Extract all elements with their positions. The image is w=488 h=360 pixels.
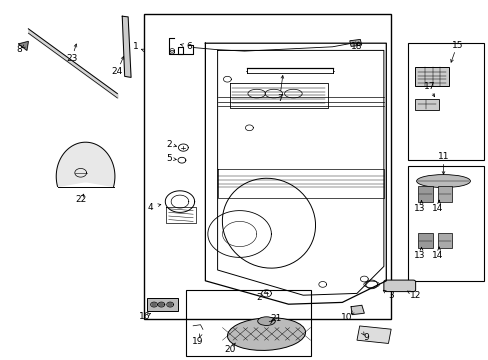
Bar: [146, 298, 178, 311]
Bar: [144, 14, 390, 319]
Circle shape: [152, 303, 156, 306]
Bar: [185, 290, 310, 356]
Bar: [349, 39, 361, 46]
Bar: [437, 233, 451, 248]
Text: 18: 18: [350, 42, 362, 51]
Text: 14: 14: [431, 251, 443, 260]
Text: 3: 3: [387, 292, 393, 300]
Text: 4: 4: [147, 202, 153, 212]
Bar: [417, 186, 432, 202]
FancyBboxPatch shape: [383, 280, 415, 292]
Polygon shape: [56, 142, 115, 186]
Text: 16: 16: [139, 312, 150, 321]
Text: 5: 5: [165, 154, 171, 163]
Text: 17: 17: [423, 82, 434, 91]
Bar: [407, 166, 483, 281]
Circle shape: [168, 303, 172, 306]
Text: 20: 20: [224, 345, 235, 354]
Text: 21: 21: [270, 314, 282, 323]
Bar: [407, 43, 483, 160]
Bar: [414, 67, 448, 86]
Polygon shape: [19, 41, 28, 50]
Bar: [414, 99, 438, 110]
Text: 7: 7: [276, 94, 282, 103]
Text: 19: 19: [192, 338, 203, 346]
Bar: [356, 326, 390, 343]
Bar: [437, 186, 451, 202]
Ellipse shape: [416, 175, 469, 188]
Text: 6: 6: [186, 42, 192, 51]
Text: 2: 2: [165, 140, 171, 149]
Text: 13: 13: [413, 251, 425, 260]
Polygon shape: [122, 16, 131, 77]
Text: 10: 10: [341, 313, 352, 322]
Circle shape: [159, 303, 163, 306]
Text: 11: 11: [437, 152, 448, 161]
Text: 24: 24: [111, 67, 123, 76]
Polygon shape: [350, 305, 364, 315]
Text: 22: 22: [75, 195, 86, 204]
Text: 1: 1: [133, 42, 139, 51]
Ellipse shape: [257, 317, 275, 325]
Text: 23: 23: [66, 54, 78, 63]
Text: 13: 13: [413, 204, 425, 213]
Text: 15: 15: [450, 41, 462, 50]
Text: 8: 8: [17, 45, 22, 54]
Bar: [417, 233, 432, 248]
Ellipse shape: [227, 318, 305, 350]
Text: 9: 9: [362, 333, 368, 342]
Text: 2: 2: [256, 292, 262, 302]
Text: 12: 12: [409, 291, 421, 300]
Text: 14: 14: [431, 204, 443, 213]
